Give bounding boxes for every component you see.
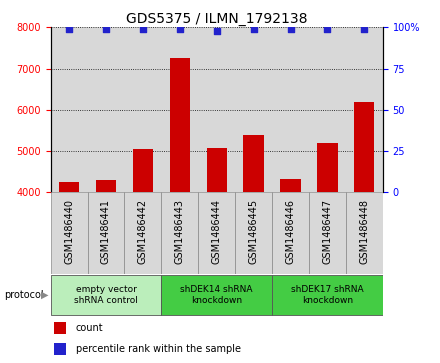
Bar — [161, 192, 198, 274]
Point — [139, 26, 147, 32]
Text: empty vector
shRNA control: empty vector shRNA control — [74, 285, 138, 305]
Bar — [272, 27, 309, 192]
Point — [213, 28, 220, 33]
Bar — [235, 192, 272, 274]
Text: shDEK14 shRNA
knockdown: shDEK14 shRNA knockdown — [180, 285, 253, 305]
Text: GSM1486448: GSM1486448 — [359, 199, 369, 264]
Bar — [198, 192, 235, 274]
Bar — [88, 192, 125, 274]
Point — [103, 26, 110, 32]
Bar — [161, 27, 198, 192]
Text: percentile rank within the sample: percentile rank within the sample — [76, 344, 241, 354]
Bar — [243, 135, 264, 192]
Point — [361, 26, 368, 32]
Point — [287, 26, 294, 32]
Bar — [354, 102, 374, 192]
Text: GSM1486442: GSM1486442 — [138, 199, 148, 264]
Bar — [272, 192, 309, 274]
Bar — [206, 148, 227, 192]
Text: GSM1486444: GSM1486444 — [212, 199, 222, 264]
Bar — [161, 275, 272, 315]
Text: GSM1486440: GSM1486440 — [64, 199, 74, 264]
Bar — [125, 27, 161, 192]
Bar — [317, 143, 337, 192]
Text: GSM1486445: GSM1486445 — [249, 199, 259, 264]
Text: GSM1486446: GSM1486446 — [286, 199, 296, 264]
Bar — [96, 180, 116, 192]
Text: GSM1486447: GSM1486447 — [323, 199, 333, 264]
Bar — [170, 58, 190, 192]
Bar — [88, 27, 125, 192]
Text: GSM1486441: GSM1486441 — [101, 199, 111, 264]
Bar — [346, 27, 383, 192]
Text: GSM1486443: GSM1486443 — [175, 199, 185, 264]
Text: ▶: ▶ — [41, 290, 48, 300]
Point — [66, 26, 73, 32]
Title: GDS5375 / ILMN_1792138: GDS5375 / ILMN_1792138 — [126, 12, 308, 26]
Bar — [133, 149, 153, 192]
Bar — [51, 27, 88, 192]
Bar — [54, 343, 66, 355]
Bar — [51, 192, 88, 274]
Text: protocol: protocol — [4, 290, 44, 300]
Bar — [280, 179, 301, 192]
Bar — [346, 192, 383, 274]
Bar — [235, 27, 272, 192]
Bar — [59, 182, 79, 192]
Bar — [198, 27, 235, 192]
Bar — [272, 275, 383, 315]
Point — [250, 26, 257, 32]
Point — [324, 26, 331, 32]
Point — [176, 26, 183, 32]
Bar — [51, 275, 161, 315]
Text: count: count — [76, 323, 103, 333]
Text: shDEK17 shRNA
knockdown: shDEK17 shRNA knockdown — [291, 285, 364, 305]
Bar — [54, 322, 66, 334]
Bar — [309, 27, 346, 192]
Bar — [309, 192, 346, 274]
Bar — [125, 192, 161, 274]
